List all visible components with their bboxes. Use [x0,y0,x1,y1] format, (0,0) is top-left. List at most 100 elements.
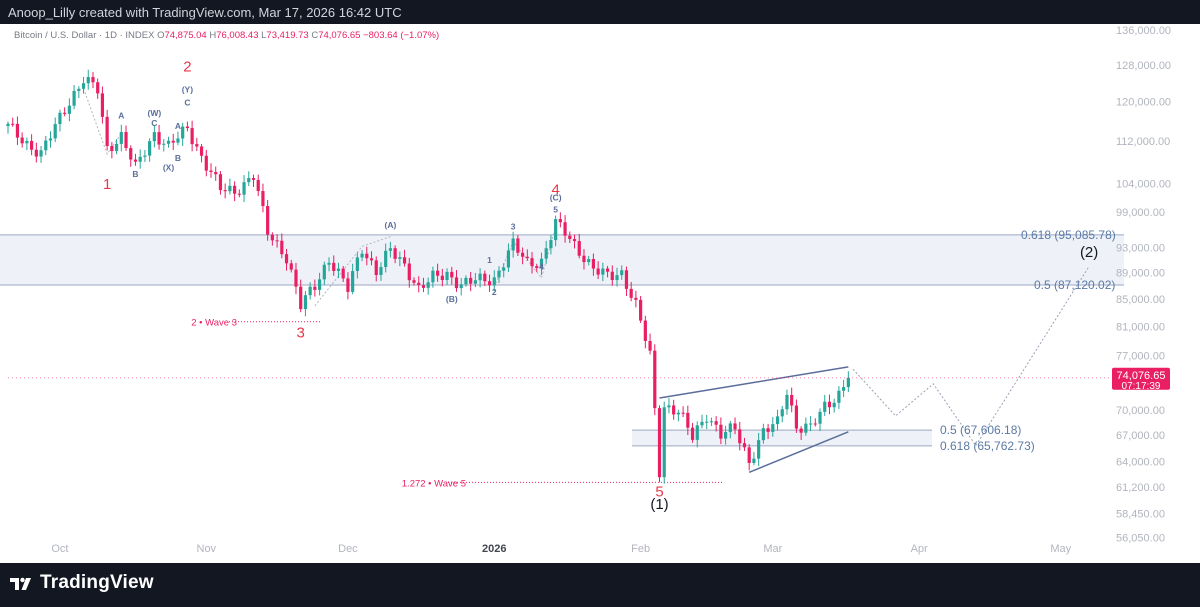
candle-body [426,282,430,288]
candle-body [530,258,534,267]
wave-label: 1 [487,255,492,265]
time-axis-tick: Nov [197,543,217,555]
candle-body [639,299,643,321]
fib-zone-upper [0,234,1124,285]
candle-body [270,234,274,241]
candle-body [129,148,133,160]
candle-body [67,105,71,114]
candle-body [48,138,53,141]
candle-body [766,428,770,432]
fib-level-label: 0.618 (95,085.78) [1021,228,1116,242]
candle-body [728,423,732,433]
candle-body [289,263,293,270]
candle-body [794,405,799,429]
candle-body [148,141,152,156]
candle-body [719,424,723,439]
candle-body [110,145,114,152]
candle-body [775,416,780,425]
wave-label: (Y) [182,84,194,94]
candle-body [601,268,605,275]
candle-body [535,266,539,269]
last-price-tag [1112,367,1170,390]
candle-body [402,257,407,264]
candle-body [846,377,850,388]
ohlc-legend: Bitcoin / U.S. Dollar · 1D · INDEX O74,8… [14,30,439,41]
wave-label: (C) [550,192,562,202]
candle-body [450,271,454,278]
candle-body [648,340,652,351]
wave-label: 2 [183,59,191,76]
candle-body [351,271,355,292]
candle-body [705,421,709,423]
wave-label: (B) [446,294,458,304]
candle-body [445,271,449,280]
candle-body [360,253,364,258]
wedge-lower-line [748,431,849,473]
last-price-value: 74,076.65 [1117,370,1166,382]
candle-body [181,126,185,139]
candle-body [39,150,43,157]
candle-body [506,250,511,268]
price-axis-tick: 93,000.00 [1116,243,1165,255]
time-axis-tick: Feb [631,543,650,555]
wave-label: (W) [148,108,162,118]
candle-body [473,280,477,284]
candle-body [487,281,492,286]
candle-body [162,143,166,145]
wave3-target-label: 2 • Wave 3 [191,318,237,329]
candle-body [577,241,581,256]
candle-body [53,124,57,139]
candle-body [667,405,671,408]
candle-body [63,112,67,114]
price-axis-tick: 64,000.00 [1116,456,1165,468]
candle-body [313,286,317,290]
price-axis-tick: 89,000.00 [1116,268,1165,280]
candle-body [58,112,62,125]
price-chart[interactable]: 0.618 (95,085.78) 0.5 (87,120.02) 0.5 (67,… [0,24,1200,563]
price-axis-tick: 99,000.00 [1116,207,1165,219]
candle-body [596,268,600,275]
wave-label: C [151,118,157,128]
candle-body [785,394,789,410]
candle-body [511,238,515,251]
candle-body [790,394,794,406]
candle-body [11,123,15,125]
candle-body [780,409,784,417]
candle-body [483,273,487,282]
candle-body [568,235,572,240]
candle-body [336,268,341,271]
candle-body [379,267,383,275]
wave-label: A [118,111,124,121]
candle-body [284,254,289,264]
candle-body [256,179,260,192]
candle-body [204,155,208,171]
candle-body [100,93,105,117]
price-axis-tick: 56,050.00 [1116,532,1165,544]
candle-body [308,286,312,296]
candle-body [459,284,463,289]
chart-panel[interactable]: 0.618 (95,085.78) 0.5 (87,120.02) 0.5 (67,… [0,24,1200,563]
candle-body [393,248,397,259]
candle-body [761,428,765,441]
candle-body [77,88,81,91]
candle-body [681,412,685,414]
price-axis-tick: 70,000.00 [1116,405,1165,417]
price-axis-tick: 77,000.00 [1116,351,1165,363]
candle-body [757,440,761,459]
candle-body [322,264,326,280]
wave-label: C [184,98,190,108]
candle-body [398,257,402,259]
brand-name: TradingView [40,572,154,593]
candle-body [643,320,647,341]
candle-body [242,182,246,195]
wave-label: (2) [1080,244,1098,261]
candle-body [799,428,803,433]
candle-body [700,421,704,426]
wave-label: B [132,169,138,179]
candle-body [209,170,213,173]
wave-label: 4 [551,182,559,199]
candle-body [233,185,237,194]
candle-body [747,447,751,463]
candle-body [657,408,662,478]
projection-path [852,266,1090,447]
